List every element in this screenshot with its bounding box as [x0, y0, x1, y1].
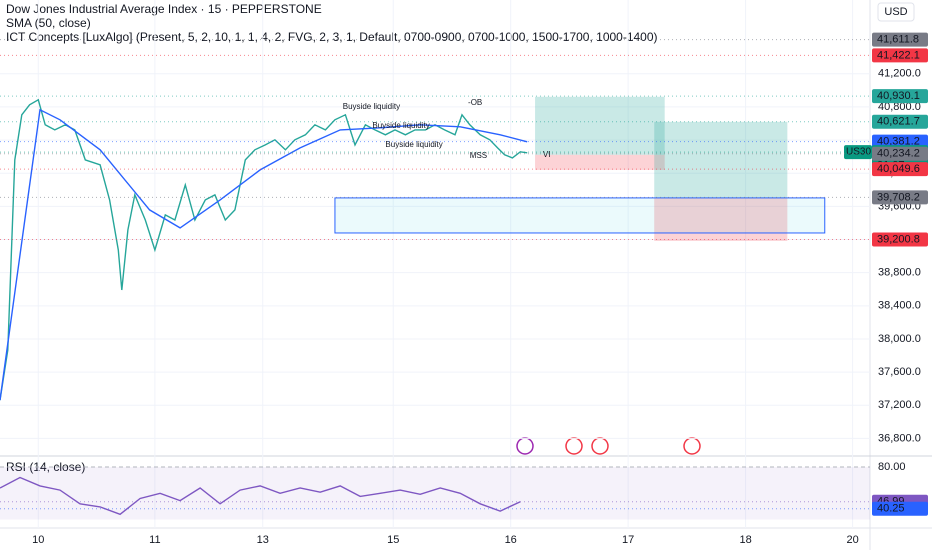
zone [535, 154, 665, 170]
annotation: Buyside liquidity [343, 102, 400, 111]
x-tick-label: 15 [387, 534, 399, 546]
price-label-box [872, 146, 928, 161]
zone [654, 121, 788, 198]
price-label-box [872, 190, 928, 205]
x-tick-label: 13 [257, 534, 269, 546]
annotation: MSS [470, 151, 487, 160]
x-tick-label: 20 [846, 534, 858, 546]
price-label: 41,611.8 [877, 34, 919, 46]
currency-button[interactable] [877, 2, 915, 22]
price-label-box [872, 48, 928, 63]
x-tick-label: 17 [622, 534, 634, 546]
x-tick-label: 10 [32, 534, 44, 546]
annotation: VI [543, 150, 551, 159]
price-label: 39,200.8 [877, 233, 920, 245]
currency[interactable]: USD [884, 6, 907, 18]
price-label: 40,234.2 [877, 148, 920, 160]
zone [654, 197, 788, 241]
event-icon[interactable] [591, 437, 609, 455]
chart-title: Dow Jones Industrial Average Index · 15 … [6, 2, 322, 16]
price-label: 40.25 [877, 503, 905, 515]
price-label-box [872, 162, 928, 177]
price-label-box [872, 89, 928, 104]
rsi-band [0, 467, 870, 520]
event-icon[interactable] [516, 437, 534, 455]
annotation: Buyside liquidity [385, 140, 442, 149]
zone [334, 197, 826, 234]
y-tick-label: 38,000.0 [878, 333, 921, 345]
price-label: 41,422.1 [877, 49, 920, 61]
y-tick-label: 80.00 [878, 461, 906, 473]
price-label: 40,621.7 [877, 116, 920, 128]
ict-legend: ICT Concepts [LuxAlgo] (Present, 5, 2, 1… [6, 30, 658, 44]
price-label-box [872, 232, 928, 247]
x-tick-label: 16 [505, 534, 517, 546]
price-label: 40,930.1 [877, 90, 920, 102]
y-tick-label: 37,200.0 [878, 399, 921, 411]
series-line [0, 98, 528, 401]
series-line [0, 108, 528, 401]
price-label-box [872, 32, 928, 47]
price-label: 40,381.2 [877, 136, 920, 148]
y-tick-label: 37,600.0 [878, 366, 921, 378]
symbol-label-box [844, 145, 872, 160]
y-tick-label: 41,200.0 [878, 68, 921, 80]
symbol-label: US30 [846, 147, 871, 158]
event-icon[interactable] [683, 437, 701, 455]
price-label-box [872, 114, 928, 129]
y-tick-label: 38,400.0 [878, 300, 921, 312]
annotation: Buyside liquidity [372, 121, 429, 130]
event-icon[interactable] [565, 437, 583, 455]
series-line [0, 476, 521, 516]
sma-legend: SMA (50, close) [6, 16, 91, 30]
y-tick-label: 36,800.0 [878, 432, 921, 444]
x-tick-label: 18 [739, 534, 751, 546]
price-label: 39,708.2 [877, 191, 920, 203]
y-tick-label: 38,800.0 [878, 267, 921, 279]
price-label: 40,049.6 [877, 163, 920, 175]
annotation: -OB [468, 98, 482, 107]
zone [535, 96, 665, 155]
event-icons [516, 437, 701, 455]
price-label-box [872, 501, 928, 516]
y-tick-label: 40,800.0 [878, 101, 921, 113]
x-tick-label: 11 [149, 534, 160, 546]
